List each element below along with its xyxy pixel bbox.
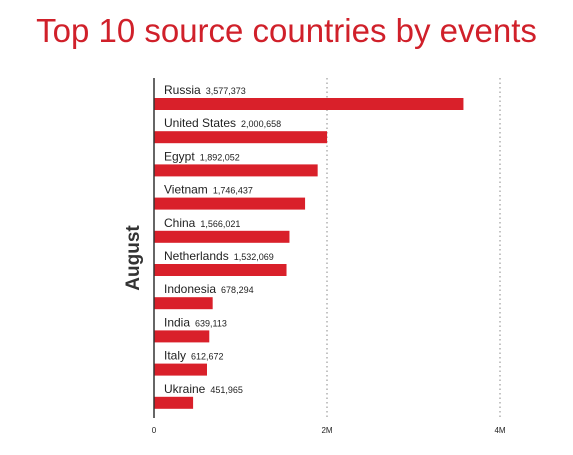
bar-label: Ukraine 451,965 bbox=[164, 382, 243, 396]
bar bbox=[154, 264, 287, 276]
chart-title: Top 10 source countries by events bbox=[36, 12, 537, 49]
value-label: 1,566,021 bbox=[200, 219, 240, 229]
value-label: 1,892,052 bbox=[200, 152, 240, 162]
category-label: Indonesia bbox=[164, 282, 216, 296]
value-label: 612,672 bbox=[191, 352, 224, 362]
x-tick-label: 4M bbox=[494, 426, 505, 435]
value-label: 3,577,373 bbox=[206, 86, 246, 96]
value-label: 2,000,658 bbox=[241, 119, 281, 129]
bar bbox=[154, 297, 213, 310]
x-axis-ticks: 0 2M 4M bbox=[152, 426, 506, 435]
bar-label: Vietnam 1,746,437 bbox=[164, 183, 253, 197]
value-label: 1,746,437 bbox=[213, 186, 253, 196]
category-label: China bbox=[164, 216, 196, 230]
value-label: 1,532,069 bbox=[234, 252, 274, 262]
category-label: Italy bbox=[164, 349, 186, 363]
bar-label: Netherlands 1,532,069 bbox=[164, 249, 274, 263]
gridlines bbox=[326, 78, 501, 418]
x-tick-label: 0 bbox=[152, 426, 157, 435]
bar bbox=[154, 131, 328, 144]
value-label: 678,294 bbox=[221, 285, 254, 295]
bar bbox=[154, 330, 210, 343]
bar-label: China 1,566,021 bbox=[164, 216, 240, 230]
bar-label: India 639,113 bbox=[164, 315, 227, 329]
value-label: 639,113 bbox=[195, 318, 227, 328]
bars bbox=[154, 98, 464, 409]
category-label: Vietnam bbox=[164, 183, 208, 197]
bar-label: Egypt 1,892,052 bbox=[164, 149, 240, 163]
bar-label: Russia 3,577,373 bbox=[164, 83, 246, 97]
bar bbox=[154, 164, 318, 177]
category-label: India bbox=[164, 315, 190, 329]
bar bbox=[154, 230, 290, 243]
y-axis-label: August bbox=[123, 225, 144, 291]
category-label: Egypt bbox=[164, 149, 195, 163]
bar-label: Italy 612,672 bbox=[164, 349, 224, 363]
bar bbox=[154, 197, 306, 210]
category-label: United States bbox=[164, 116, 236, 130]
bar-label: United States 2,000,658 bbox=[164, 116, 281, 130]
bar bbox=[154, 396, 194, 409]
x-tick-label: 2M bbox=[321, 426, 332, 435]
bar bbox=[154, 98, 464, 110]
value-label: 451,965 bbox=[210, 385, 243, 395]
bar bbox=[154, 363, 207, 376]
category-label: Netherlands bbox=[164, 249, 229, 263]
category-label: Russia bbox=[164, 83, 201, 97]
bar-label: Indonesia 678,294 bbox=[164, 282, 254, 296]
category-label: Ukraine bbox=[164, 382, 206, 396]
bar-labels: Russia 3,577,373 United States 2,000,658 Egy… bbox=[164, 83, 281, 396]
